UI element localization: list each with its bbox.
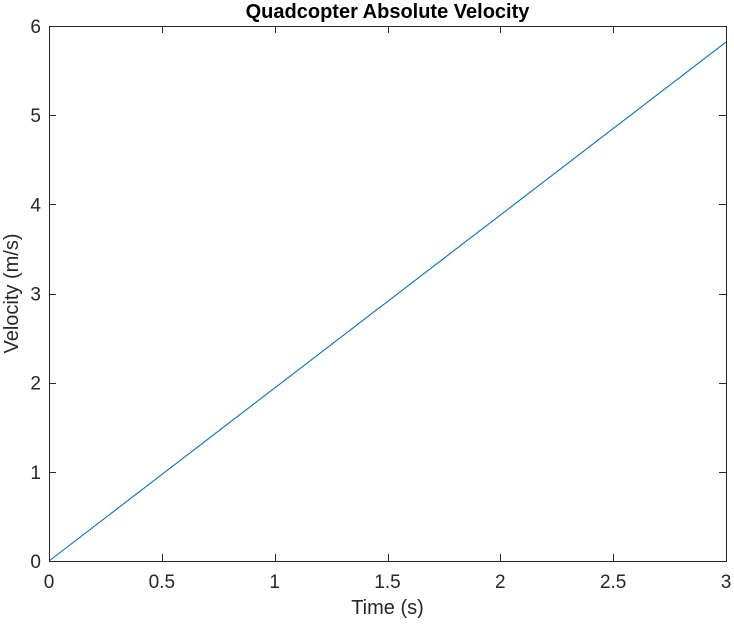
y-tick-label: 3 [30,285,41,306]
y-tick-label: 0 [30,552,41,573]
x-tick-label: 0 [44,572,55,593]
chart-title: Quadcopter Absolute Velocity [246,1,531,23]
x-tick-label: 2.5 [600,572,626,593]
y-tick-label: 1 [30,463,41,484]
tick-labels: 0 0.5 1 1.5 2 2.5 3 0 1 2 3 4 5 6 [30,17,731,593]
series-layer [48,41,727,562]
y-tick-label: 4 [30,195,41,216]
x-tick-label: 0.5 [149,572,175,593]
plot-area [49,26,727,562]
x-axis-label: Time (s) [351,597,424,619]
x-tick-label: 1 [269,572,280,593]
y-tick-label: 5 [30,106,41,127]
series-line-1 [48,41,727,562]
x-tick-label: 2 [495,572,506,593]
y-tick-label: 6 [30,17,41,38]
y-axis-label: Velocity (m/s) [1,233,23,353]
x-tick-label: 3 [721,572,732,593]
tick-marks [49,26,727,562]
y-tick-label: 2 [30,374,41,395]
x-tick-label: 1.5 [374,572,400,593]
